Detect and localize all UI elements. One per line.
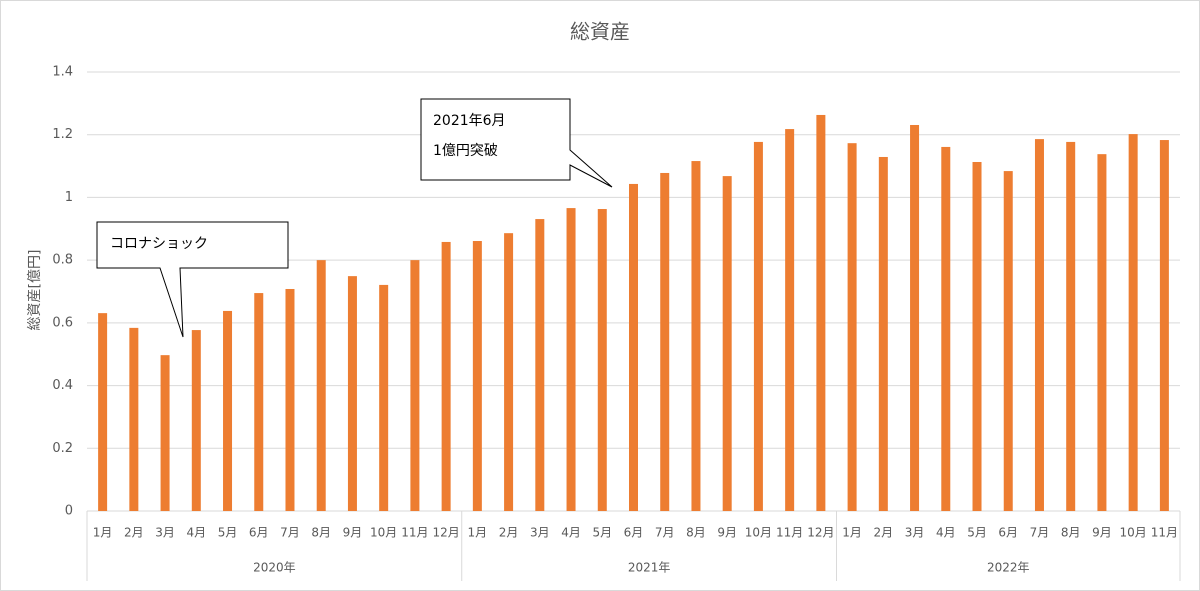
bar	[410, 260, 420, 511]
callout-text: 1億円突破	[433, 143, 498, 159]
x-tick-label: 10月	[370, 526, 397, 540]
x-tick-label: 11月	[776, 526, 803, 540]
x-tick-label: 11月	[401, 526, 428, 540]
x-tick-label: 6月	[624, 526, 644, 540]
y-tick-label: 1.4	[52, 65, 73, 80]
bar	[472, 241, 482, 511]
bar	[660, 172, 670, 511]
bar	[191, 330, 201, 511]
bar	[629, 183, 638, 511]
x-tick-label: 2月	[874, 526, 894, 540]
bar	[691, 161, 701, 511]
x-tick-label: 11月	[1151, 526, 1178, 540]
x-tick-label: 3月	[530, 526, 550, 540]
y-axis-label: 総資産[億円]	[27, 250, 43, 331]
bar	[160, 355, 170, 511]
x-tick-label: 1月	[842, 526, 862, 540]
x-tick-label: 1月	[468, 526, 488, 540]
bar	[347, 276, 357, 511]
bar	[785, 129, 795, 511]
x-tick-label: 4月	[936, 526, 956, 540]
x-tick-label: 2月	[499, 526, 519, 540]
bar	[1034, 139, 1044, 511]
x-tick-label: 7月	[655, 526, 675, 540]
x-tick-label: 9月	[1092, 526, 1112, 540]
bar	[941, 146, 951, 511]
bar	[847, 143, 857, 511]
bar	[753, 141, 763, 511]
x-tick-label: 10月	[745, 526, 772, 540]
bar	[816, 114, 826, 511]
x-tick-label: 3月	[905, 526, 925, 540]
bar	[254, 293, 264, 511]
x-tick-label: 6月	[998, 526, 1018, 540]
callout	[420, 98, 613, 188]
x-tick-label: 7月	[1030, 526, 1050, 540]
group-label: 2022年	[987, 561, 1030, 575]
x-tick-label: 5月	[592, 526, 612, 540]
x-tick-label: 2月	[124, 526, 144, 540]
y-tick-label: 0.6	[52, 315, 73, 330]
x-tick-label: 8月	[311, 526, 331, 540]
bar	[566, 208, 576, 511]
bar	[379, 284, 389, 511]
x-tick-label: 10月	[1120, 526, 1147, 540]
x-tick-label: 9月	[343, 526, 363, 540]
callout	[96, 221, 289, 338]
bar	[1159, 140, 1169, 512]
x-tick-label: 1月	[93, 526, 113, 540]
callout-text: 2021年6月	[433, 113, 506, 129]
group-label: 2021年	[628, 561, 671, 575]
x-tick-label: 12月	[432, 526, 459, 540]
x-tick-label: 5月	[967, 526, 987, 540]
x-tick-label: 7月	[280, 526, 300, 540]
chart-title: 総資産	[570, 20, 630, 44]
bar	[441, 241, 451, 511]
bar	[129, 327, 139, 511]
y-tick-label: 1	[65, 190, 73, 205]
bar	[285, 288, 295, 511]
x-tick-label: 3月	[155, 526, 175, 540]
x-tick-label: 12月	[807, 526, 834, 540]
callout-text: コロナショック	[110, 236, 208, 252]
y-tick-label: 0.4	[52, 378, 73, 393]
bar	[1128, 134, 1138, 511]
x-tick-label: 4月	[561, 526, 581, 540]
bar	[98, 313, 108, 511]
x-tick-label: 4月	[186, 526, 206, 540]
y-tick-label: 0.8	[52, 253, 73, 268]
bar	[722, 176, 732, 511]
bar	[878, 156, 888, 512]
x-tick-label: 9月	[717, 526, 737, 540]
bar	[972, 161, 982, 511]
group-label: 2020年	[253, 561, 296, 575]
y-tick-label: 0.2	[52, 441, 73, 456]
x-tick-label: 8月	[686, 526, 706, 540]
x-tick-label: 6月	[249, 526, 269, 540]
x-tick-label: 5月	[218, 526, 238, 540]
bar	[1066, 141, 1076, 511]
bar	[597, 209, 607, 512]
bar	[910, 124, 920, 512]
bar	[504, 233, 514, 511]
y-tick-label: 1.2	[52, 127, 73, 142]
bar	[1097, 154, 1107, 512]
bar	[316, 260, 326, 511]
y-tick-label: 0	[65, 504, 73, 519]
x-tick-label: 8月	[1061, 526, 1081, 540]
bar	[1003, 171, 1013, 512]
bar	[535, 219, 545, 511]
bar	[223, 310, 233, 511]
